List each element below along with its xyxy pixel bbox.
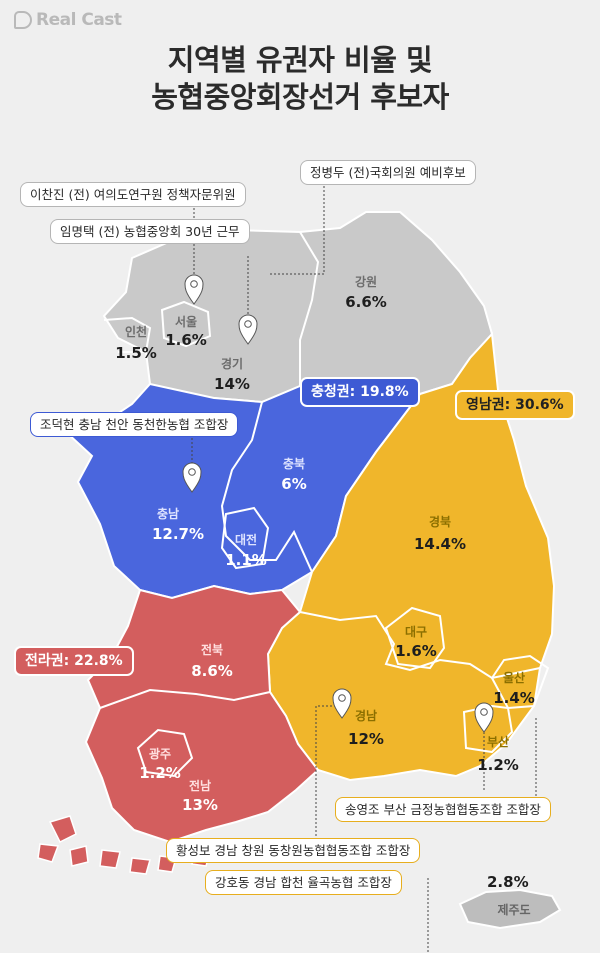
region-name-busan: 부산 xyxy=(487,734,509,749)
region-name-daejeon: 대전 xyxy=(235,532,257,547)
boundary-gwangju xyxy=(136,728,194,778)
region-value-ulsan: 1.4% xyxy=(493,689,535,707)
candidate-callout: 임명택 (전) 농협중앙회 30년 근무 xyxy=(50,219,250,244)
region-name-chungnam: 충남 xyxy=(157,506,179,521)
region-yeongnam xyxy=(266,331,556,782)
candidate-callout: 송영조 부산 금정농협협동조합 조합장 xyxy=(335,797,551,822)
candidate-pins xyxy=(182,274,494,733)
boundary-chungbuk xyxy=(220,401,313,573)
boundary-jeonbuk-jeonnam xyxy=(99,688,271,709)
badge-yeongnam: 영남권: 30.6% xyxy=(455,390,575,420)
region-name-chungbuk: 충북 xyxy=(283,456,305,471)
region-value-daejeon: 1.1% xyxy=(225,551,267,569)
region-name-jeju: 제주도 xyxy=(497,903,530,917)
region-name-incheon: 인천 xyxy=(125,324,147,339)
candidate-callout: 이찬진 (전) 여의도연구원 정책자문위원 xyxy=(20,182,246,207)
brand-name: Real Cast xyxy=(36,10,122,30)
region-name-seoul: 서울 xyxy=(175,314,197,329)
region-name-gangwon: 강원 xyxy=(355,275,377,289)
pin-icon xyxy=(182,462,202,493)
region-name-daegu: 대구 xyxy=(405,625,427,639)
candidate-callout: 조덕현 충남 천안 동천한농협 조합장 xyxy=(30,412,239,437)
badge-chungcheong: 충청권: 19.8% xyxy=(300,377,420,407)
boundary-daegu xyxy=(384,606,446,670)
region-value-gangwon: 6.6% xyxy=(345,293,387,311)
region-value-gwangju: 1.2% xyxy=(139,764,181,782)
boundary-gyeongbuk-gyeongnam xyxy=(299,611,541,680)
boundary-daejeon xyxy=(220,506,270,570)
region-value-jeonbuk: 8.6% xyxy=(191,662,233,680)
region-value-seoul: 1.6% xyxy=(165,331,207,349)
pin-icon xyxy=(238,314,258,345)
region-value-incheon: 1.5% xyxy=(115,344,157,362)
region-value-gyeongbuk: 14.4% xyxy=(414,535,466,553)
region-value-jeju: 2.8% xyxy=(487,873,529,891)
region-value-chungnam: 12.7% xyxy=(152,525,204,543)
title-line-1: 지역별 유권자 비율 및 xyxy=(167,43,433,77)
region-name-gwangju: 광주 xyxy=(149,746,171,761)
region-value-daegu: 1.6% xyxy=(395,642,437,660)
boundary-incheon xyxy=(103,316,152,353)
region-value-gyeonggi: 14% xyxy=(214,375,250,393)
brand-mark-icon xyxy=(14,11,32,29)
region-name-ulsan: 울산 xyxy=(503,670,525,685)
region-value-jeonnam: 13% xyxy=(182,796,218,814)
badge-jeolla: 전라권: 22.8% xyxy=(14,646,134,676)
region-value-busan: 1.2% xyxy=(477,756,519,774)
region-jeolla xyxy=(84,584,320,844)
region-name-gyeongbuk: 경북 xyxy=(429,515,451,529)
candidate-callout: 강호동 경남 합천 율곡농협 조합장 xyxy=(205,870,402,895)
boundary-busan xyxy=(462,704,514,754)
region-name-gyeongnam: 경남 xyxy=(355,708,377,723)
region-value-gyeongnam: 12% xyxy=(348,730,384,748)
page-title: 지역별 유권자 비율 및 농협중앙회장선거 후보자 xyxy=(0,42,600,116)
region-name-jeonbuk: 전북 xyxy=(201,642,223,657)
boundary-capital-gangwon xyxy=(299,231,320,386)
candidate-callout: 황성보 경남 창원 동창원농협협동조합 조합장 xyxy=(166,838,421,863)
pin-icon xyxy=(184,274,204,305)
boundary-seoul xyxy=(160,300,212,348)
region-jeju xyxy=(458,888,562,930)
candidate-callout: 정병두 (전)국회의원 예비후보 xyxy=(300,160,476,185)
region-name-jeonnam: 전남 xyxy=(189,778,211,793)
pin-icon xyxy=(332,688,352,719)
brand-logo: Real Cast xyxy=(14,10,122,30)
title-line-2: 농협중앙회장선거 후보자 xyxy=(151,80,449,114)
region-name-gyeonggi: 경기 xyxy=(221,356,243,371)
region-value-chungbuk: 6% xyxy=(281,475,306,493)
pin-icon xyxy=(474,702,494,733)
